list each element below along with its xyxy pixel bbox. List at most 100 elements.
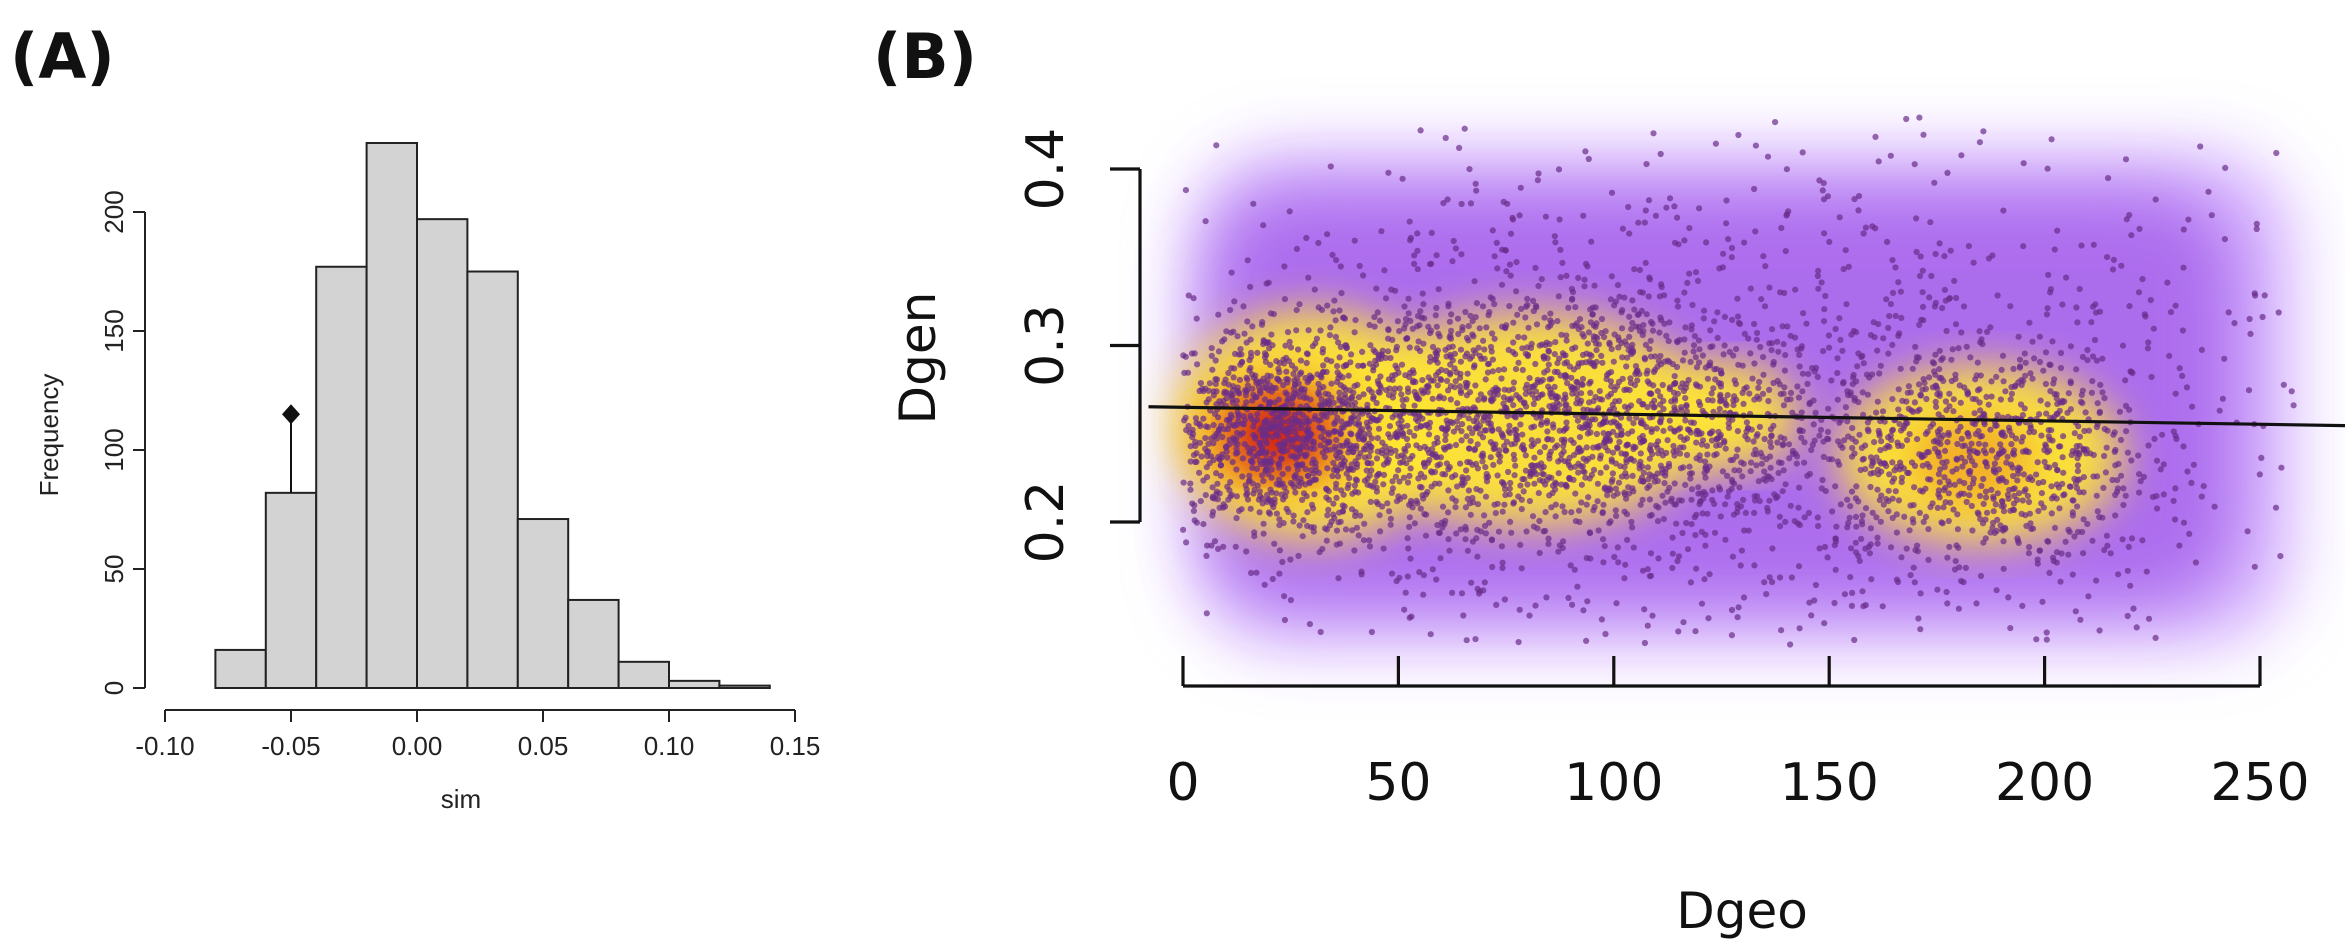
scatter-point bbox=[1609, 470, 1616, 477]
scatter-point bbox=[1504, 200, 1511, 207]
scatter-point bbox=[1887, 301, 1894, 308]
scatter-point bbox=[1607, 518, 1614, 525]
scatter-point bbox=[1304, 429, 1311, 436]
scatter-point bbox=[1787, 332, 1794, 339]
scatter-point bbox=[1200, 477, 1207, 484]
scatter-point bbox=[1812, 409, 1819, 416]
scatter-point bbox=[1709, 428, 1716, 435]
scatter-point bbox=[1330, 459, 1337, 466]
scatter-point bbox=[1642, 207, 1649, 214]
scatter-point bbox=[1909, 365, 1916, 372]
scatter-point bbox=[1945, 432, 1952, 439]
scatter-point bbox=[1249, 385, 1256, 392]
scatter-point bbox=[1687, 358, 1694, 365]
scatter-point bbox=[1936, 347, 1943, 354]
scatter-point bbox=[1308, 374, 1315, 381]
scatter-point bbox=[1582, 474, 1589, 481]
scatter-point bbox=[1858, 518, 1865, 525]
scatter-point bbox=[1528, 470, 1536, 477]
scatter-point bbox=[1563, 337, 1570, 344]
scatter-point bbox=[1677, 433, 1684, 440]
scatter-point bbox=[1679, 529, 1686, 537]
scatter-point bbox=[1307, 396, 1314, 403]
scatter-point bbox=[1483, 474, 1490, 481]
scatter-point bbox=[1848, 453, 1856, 460]
scatter-point bbox=[1499, 559, 1506, 566]
scatter-point bbox=[2020, 160, 2027, 167]
scatter-point bbox=[1954, 526, 1961, 533]
scatter-point bbox=[1346, 446, 1353, 453]
scatter-point bbox=[1644, 622, 1651, 629]
scatter-point bbox=[2062, 538, 2069, 545]
scatter-point bbox=[2000, 538, 2007, 545]
scatter-point bbox=[1237, 346, 1244, 353]
scatter-point bbox=[1653, 425, 1660, 432]
scatter-point bbox=[1306, 479, 1313, 487]
scatter-point bbox=[1429, 446, 1436, 453]
scatter-point bbox=[1385, 392, 1393, 399]
scatter-point bbox=[1646, 274, 1653, 281]
scatter-point bbox=[1889, 478, 1896, 485]
scatter-point bbox=[1833, 523, 1840, 530]
scatter-point bbox=[1446, 334, 1453, 341]
scatter-point bbox=[1918, 316, 1925, 323]
scatter-point bbox=[1756, 423, 1763, 430]
scatter-point bbox=[1889, 396, 1896, 403]
scatter-point bbox=[1969, 395, 1976, 402]
scatter-point bbox=[1778, 224, 1785, 232]
scatter-point bbox=[2119, 342, 2127, 349]
scatter-point bbox=[1707, 327, 1714, 334]
scatter-point bbox=[2128, 457, 2135, 464]
scatter-point bbox=[1232, 543, 1239, 550]
scatter-point bbox=[1652, 353, 1659, 360]
scatter-point bbox=[1743, 419, 1750, 426]
scatter-point bbox=[1820, 348, 1827, 355]
scatter-point bbox=[1546, 451, 1553, 459]
scatter-point bbox=[2173, 435, 2180, 443]
scatter-point bbox=[1349, 466, 1357, 473]
scatter-point bbox=[1268, 474, 1275, 481]
scatter-point bbox=[1723, 197, 1730, 204]
scatter-point bbox=[1982, 450, 1989, 457]
scatter-point bbox=[1811, 597, 1818, 604]
scatter-y-label: Dgen bbox=[889, 292, 947, 425]
scatter-point bbox=[1267, 310, 1274, 317]
scatter-point bbox=[1446, 464, 1453, 471]
scatter-point bbox=[1466, 425, 1473, 432]
scatter-point bbox=[1806, 399, 1813, 406]
scatter-point bbox=[2051, 461, 2059, 469]
scatter-point bbox=[1941, 474, 1948, 481]
scatter-point bbox=[1360, 436, 1367, 443]
scatter-point bbox=[1538, 464, 1545, 472]
scatter-point bbox=[1365, 460, 1372, 467]
scatter-point bbox=[1373, 473, 1380, 480]
scatter-point bbox=[1783, 166, 1790, 173]
scatter-point bbox=[1805, 509, 1812, 517]
scatter-point bbox=[1905, 405, 1912, 412]
scatter-point bbox=[1944, 169, 1951, 176]
scatter-point bbox=[1984, 509, 1991, 516]
scatter-point bbox=[2084, 357, 2091, 364]
scatter-point bbox=[1716, 441, 1723, 449]
scatter-point bbox=[1486, 413, 1494, 420]
scatter-point bbox=[2112, 462, 2119, 469]
scatter-point bbox=[1658, 281, 1665, 288]
scatter-point bbox=[1944, 439, 1951, 446]
scatter-point bbox=[2053, 391, 2060, 398]
scatter-point bbox=[1608, 346, 1615, 353]
scatter-point bbox=[1508, 529, 1515, 536]
scatter-point bbox=[1419, 415, 1426, 422]
scatter-point bbox=[1466, 459, 1473, 466]
scatter-point bbox=[1626, 333, 1633, 340]
scatter-point bbox=[1204, 542, 1211, 549]
scatter-point bbox=[1921, 452, 1928, 459]
scatter-point bbox=[1608, 419, 1615, 426]
scatter-point bbox=[2038, 432, 2045, 439]
scatter-point bbox=[1709, 487, 1716, 494]
scatter-point bbox=[1536, 549, 1543, 557]
scatter-panel: 0 50 100 150 200 250 0.20.30.4 Dgeo Dgen bbox=[889, 114, 2345, 940]
scatter-point bbox=[1487, 389, 1494, 397]
scatter-point bbox=[2017, 401, 2025, 408]
scatter-point bbox=[1473, 300, 1480, 307]
scatter-point bbox=[1820, 453, 1827, 460]
